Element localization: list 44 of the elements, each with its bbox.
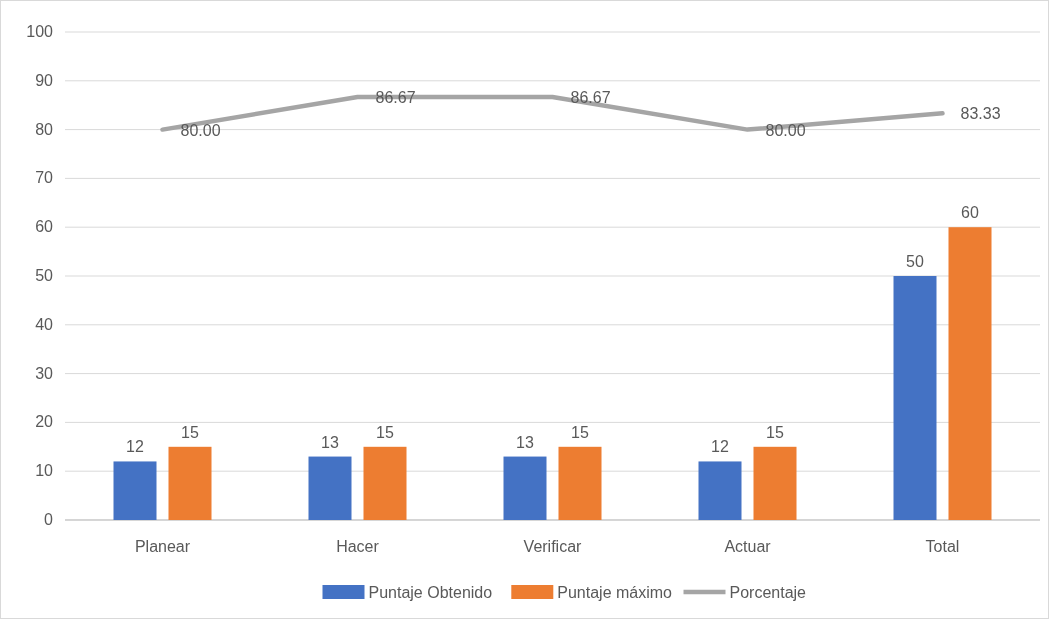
x-tick-label: Total (925, 538, 960, 555)
y-tick-label: 60 (35, 218, 54, 236)
x-tick-label: Verificar (523, 538, 583, 555)
legend-label: Puntaje Obtenido (368, 584, 493, 601)
y-tick-label: 100 (26, 23, 54, 40)
y-tick-label: 0 (44, 511, 54, 528)
bar (753, 446, 797, 520)
bar (168, 446, 212, 520)
data-label: 15 (181, 423, 199, 441)
y-tick-label: 90 (35, 71, 54, 89)
bar (363, 446, 407, 520)
data-label: 15 (766, 423, 784, 441)
bar (558, 446, 602, 520)
x-tick-label: Actuar (724, 538, 772, 555)
bar (503, 456, 547, 520)
y-tick-label: 10 (35, 462, 54, 480)
legend-label: Porcentaje (729, 584, 807, 601)
bar (308, 456, 352, 520)
bar (113, 461, 157, 520)
data-label: 83.33 (960, 105, 1001, 123)
bar (948, 227, 992, 520)
data-label: 80.00 (180, 121, 221, 139)
x-tick-label: Planear (134, 538, 191, 555)
data-label: 86.67 (570, 89, 611, 107)
y-tick-label: 70 (35, 169, 54, 187)
data-label: 50 (906, 253, 924, 270)
y-tick-label: 50 (35, 267, 54, 284)
y-tick-label: 30 (35, 364, 54, 382)
y-tick-label: 80 (35, 120, 54, 138)
data-label: 86.67 (375, 89, 416, 107)
data-label: 12 (711, 438, 729, 456)
bar (698, 461, 742, 520)
x-tick-label: Hacer (336, 538, 380, 555)
data-label: 60 (961, 204, 979, 222)
bar (893, 276, 937, 520)
data-label: 80.00 (765, 121, 806, 139)
y-tick-label: 40 (35, 315, 54, 333)
y-tick-label: 20 (35, 413, 54, 431)
data-label: 13 (321, 433, 339, 451)
data-label: 15 (571, 423, 589, 441)
data-label: 12 (126, 438, 144, 456)
data-label: 13 (516, 433, 534, 451)
legend-label: Puntaje máximo (557, 584, 673, 601)
data-label: 15 (376, 423, 394, 441)
